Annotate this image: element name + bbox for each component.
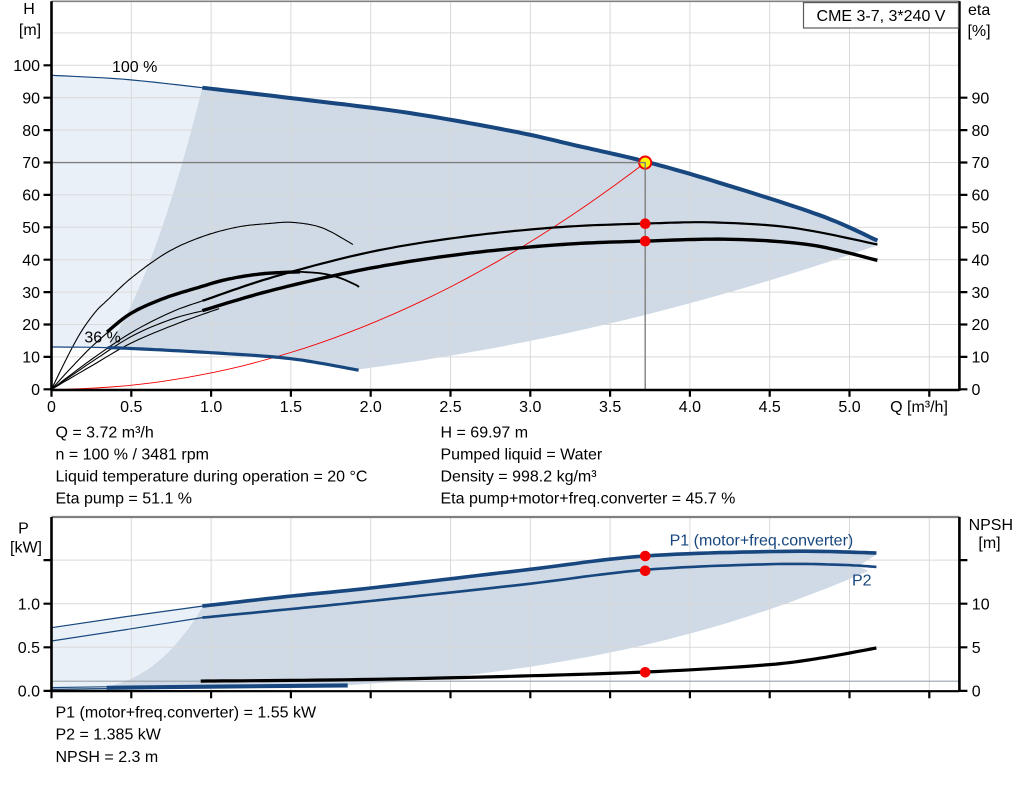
svg-text:20: 20 (22, 317, 40, 334)
svg-text:NPSH = 2.3 m: NPSH = 2.3 m (56, 749, 159, 766)
svg-text:60: 60 (22, 188, 40, 205)
svg-text:NPSH: NPSH (969, 517, 1013, 534)
svg-text:[m]: [m] (19, 22, 41, 39)
svg-text:[%]: [%] (967, 23, 990, 40)
svg-text:36 %: 36 % (84, 330, 120, 347)
svg-text:100: 100 (13, 58, 40, 75)
svg-text:0.5: 0.5 (18, 640, 40, 657)
svg-text:H: H (23, 1, 35, 18)
svg-text:80: 80 (22, 123, 40, 140)
svg-text:90: 90 (972, 90, 990, 107)
svg-text:P1 (motor+freq.converter): P1 (motor+freq.converter) (670, 533, 854, 550)
svg-text:[m]: [m] (978, 535, 1000, 552)
svg-text:30: 30 (22, 285, 40, 302)
svg-text:100 %: 100 % (112, 59, 157, 76)
svg-text:0: 0 (31, 382, 40, 399)
svg-text:1.0: 1.0 (200, 399, 222, 416)
svg-text:20: 20 (972, 317, 990, 334)
svg-text:Q [m³/h]: Q [m³/h] (890, 399, 948, 416)
svg-text:90: 90 (22, 90, 40, 107)
svg-text:0: 0 (972, 382, 981, 399)
svg-text:H = 69.97 m: H = 69.97 m (441, 424, 529, 441)
svg-text:[kW]: [kW] (10, 540, 42, 557)
svg-text:80: 80 (972, 123, 990, 140)
svg-text:60: 60 (972, 188, 990, 205)
svg-text:Eta pump+motor+freq.converter: Eta pump+motor+freq.converter = 45.7 % (441, 491, 736, 508)
svg-text:30: 30 (972, 285, 990, 302)
svg-text:5.0: 5.0 (838, 399, 860, 416)
svg-text:Liquid temperature during oper: Liquid temperature during operation = 20… (56, 469, 368, 486)
svg-text:0: 0 (972, 684, 981, 701)
svg-text:1.0: 1.0 (18, 596, 40, 613)
svg-text:3.0: 3.0 (519, 399, 541, 416)
svg-text:2.5: 2.5 (439, 399, 461, 416)
svg-text:5: 5 (972, 640, 981, 657)
svg-text:CME 3-7, 3*240 V: CME 3-7, 3*240 V (817, 8, 946, 25)
svg-text:50: 50 (22, 220, 40, 237)
svg-text:Density = 998.2 kg/m³: Density = 998.2 kg/m³ (441, 469, 598, 486)
svg-text:70: 70 (972, 155, 990, 172)
svg-text:40: 40 (972, 252, 990, 269)
svg-text:P2 = 1.385 kW: P2 = 1.385 kW (56, 727, 162, 744)
svg-text:0.0: 0.0 (18, 684, 40, 701)
svg-text:40: 40 (22, 252, 40, 269)
svg-text:P: P (18, 521, 29, 538)
svg-text:Pumped liquid = Water: Pumped liquid = Water (441, 447, 603, 464)
svg-text:10: 10 (972, 596, 990, 613)
svg-text:3.5: 3.5 (599, 399, 621, 416)
svg-text:10: 10 (972, 350, 990, 367)
svg-text:1.5: 1.5 (280, 399, 302, 416)
svg-text:P1 (motor+freq.converter) = 1.: P1 (motor+freq.converter) = 1.55 kW (56, 704, 317, 721)
svg-text:4.5: 4.5 (759, 399, 781, 416)
svg-text:70: 70 (22, 155, 40, 172)
svg-text:2.0: 2.0 (360, 399, 382, 416)
svg-text:0: 0 (47, 399, 56, 416)
svg-text:eta: eta (968, 2, 990, 19)
svg-text:Eta pump = 51.1 %: Eta pump = 51.1 % (56, 491, 193, 508)
svg-text:n = 100 % / 3481 rpm: n = 100 % / 3481 rpm (56, 447, 209, 464)
svg-text:50: 50 (972, 220, 990, 237)
svg-text:0.5: 0.5 (120, 399, 142, 416)
svg-text:10: 10 (22, 350, 40, 367)
svg-text:Q = 3.72 m³/h: Q = 3.72 m³/h (56, 424, 154, 441)
svg-text:P2: P2 (852, 572, 872, 589)
svg-text:4.0: 4.0 (679, 399, 701, 416)
